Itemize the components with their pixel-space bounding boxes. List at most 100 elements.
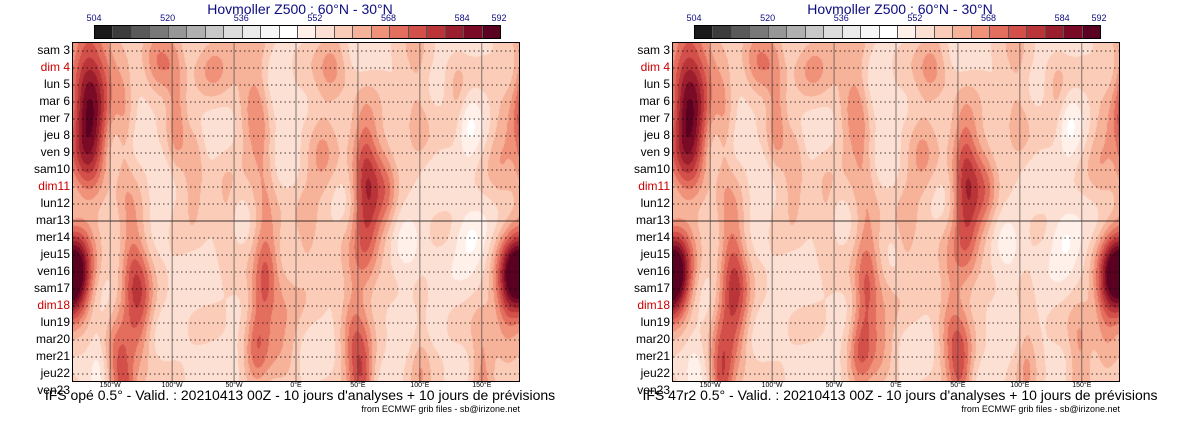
colorbar-swatch <box>879 26 898 38</box>
colorbar-swatch <box>1064 26 1083 38</box>
colorbar-tick-label: 584 <box>1054 13 1070 23</box>
colorbar-swatch <box>971 26 991 38</box>
colorbar-swatch <box>990 26 1009 38</box>
colorbar-swatch <box>842 26 862 38</box>
date-label: dim11 <box>638 179 670 193</box>
date-label: dim11 <box>38 179 70 193</box>
hovmoller-panel-right: Hovmoller Z500 : 60°N - 30°N 504 520 536 55… <box>610 0 1190 424</box>
date-label: dim 4 <box>640 60 670 74</box>
hovmoller-svg <box>73 43 519 381</box>
date-label: ven23 <box>637 383 670 397</box>
colorbar-swatch <box>224 26 243 38</box>
longitude-tick-label: 50°W <box>825 382 843 389</box>
date-label: lun12 <box>640 196 670 210</box>
colorbar-swatch <box>371 26 391 38</box>
colorbar-swatch <box>482 26 500 38</box>
date-label: sam 3 <box>637 43 670 57</box>
hovmoller-plot <box>672 42 1120 382</box>
colorbar-tick-label: 520 <box>160 13 176 23</box>
colorbar <box>94 25 501 39</box>
date-label: jeu22 <box>40 366 70 380</box>
date-label: lun12 <box>40 196 70 210</box>
longitude-tick-label: 50°E <box>950 382 966 389</box>
longitude-tick-label: 0°E <box>290 382 302 389</box>
longitude-tick-label: 50°E <box>350 382 366 389</box>
chart-title: Hovmoller Z500 : 60°N - 30°N <box>207 1 393 17</box>
colorbar-tick-label: 520 <box>760 13 776 23</box>
model-caption: IFS 47r2 0.5° - Valid. : 20210413 00Z - … <box>642 387 1158 403</box>
colorbar-swatch <box>464 26 483 38</box>
date-label: mar 6 <box>39 94 70 108</box>
longitude-tick-label: 100°E <box>410 382 430 389</box>
colorbar-swatch <box>1045 26 1065 38</box>
colorbar-tick-label: 592 <box>491 13 507 23</box>
colorbar-swatch <box>205 26 225 38</box>
date-label: mar20 <box>35 332 70 346</box>
date-label: mer 7 <box>639 111 670 125</box>
date-label: mer21 <box>35 349 70 363</box>
colorbar-swatch <box>95 26 114 38</box>
hovmoller-panel-left: Hovmoller Z500 : 60°N - 30°N 504 520 536 55… <box>10 0 590 424</box>
date-label: sam10 <box>633 162 670 176</box>
colorbar-swatch <box>150 26 169 38</box>
date-label: mer 7 <box>39 111 70 125</box>
hovmoller-plot <box>72 42 520 382</box>
date-label: jeu 8 <box>43 128 70 142</box>
colorbar-swatch <box>1008 26 1028 38</box>
date-label: jeu15 <box>640 247 670 261</box>
date-label: lun 5 <box>643 77 670 91</box>
hovmoller-svg <box>673 43 1119 381</box>
colorbar-swatch <box>787 26 806 38</box>
colorbar-swatch <box>768 26 788 38</box>
colorbar-swatch <box>1082 26 1100 38</box>
colorbar-swatch <box>695 26 714 38</box>
date-label: ven16 <box>37 264 70 278</box>
longitude-tick-label: 150°E <box>1072 382 1092 389</box>
colorbar-swatch <box>916 26 935 38</box>
date-label: mer21 <box>635 349 670 363</box>
date-label: sam 3 <box>37 43 70 57</box>
date-label: dim 4 <box>40 60 70 74</box>
date-label: jeu15 <box>40 247 70 261</box>
colorbar-swatch <box>168 26 188 38</box>
date-label: sam17 <box>33 281 70 295</box>
longitude-tick-label: 150°E <box>472 382 492 389</box>
longitude-tick-label: 150°W <box>99 382 121 389</box>
colorbar-swatch <box>187 26 206 38</box>
colorbar-swatch <box>750 26 769 38</box>
date-label: lun 5 <box>43 77 70 91</box>
colorbar-swatch <box>805 26 825 38</box>
date-label: mar13 <box>35 213 70 227</box>
colorbar-swatch <box>731 26 751 38</box>
colorbar-tick-label: 552 <box>907 13 923 23</box>
date-label: sam10 <box>33 162 70 176</box>
date-label: mar13 <box>635 213 670 227</box>
colorbar-swatch <box>861 26 880 38</box>
date-label: jeu 8 <box>643 128 670 142</box>
colorbar <box>694 25 1101 39</box>
colorbar-swatch <box>824 26 843 38</box>
colorbar-tick-label: 504 <box>86 13 102 23</box>
date-label: ven23 <box>37 383 70 397</box>
longitude-tick-label: 150°W <box>699 382 721 389</box>
colorbar-tick-label: 536 <box>833 13 849 23</box>
colorbar-swatch <box>316 26 335 38</box>
date-label: jeu22 <box>640 366 670 380</box>
colorbar-tick-label: 592 <box>1091 13 1107 23</box>
model-caption: IFS opé 0.5° - Valid. : 20210413 00Z - 1… <box>44 387 556 403</box>
date-label: mer14 <box>635 230 670 244</box>
colorbar-swatch <box>113 26 132 38</box>
date-label: ven16 <box>637 264 670 278</box>
colorbar-swatch <box>261 26 280 38</box>
colorbar-swatch <box>131 26 151 38</box>
date-label: lun19 <box>40 315 70 329</box>
colorbar-swatch <box>334 26 354 38</box>
longitude-tick-label: 50°W <box>225 382 243 389</box>
colorbar-swatch <box>242 26 262 38</box>
colorbar-swatch <box>390 26 409 38</box>
colorbar-tick-label: 568 <box>381 13 397 23</box>
longitude-tick-label: 100°E <box>1010 382 1030 389</box>
date-label: mer14 <box>35 230 70 244</box>
colorbar-tick-label: 552 <box>307 13 323 23</box>
source-credit: from ECMWF grib files - sb@irizone.net <box>361 404 520 414</box>
